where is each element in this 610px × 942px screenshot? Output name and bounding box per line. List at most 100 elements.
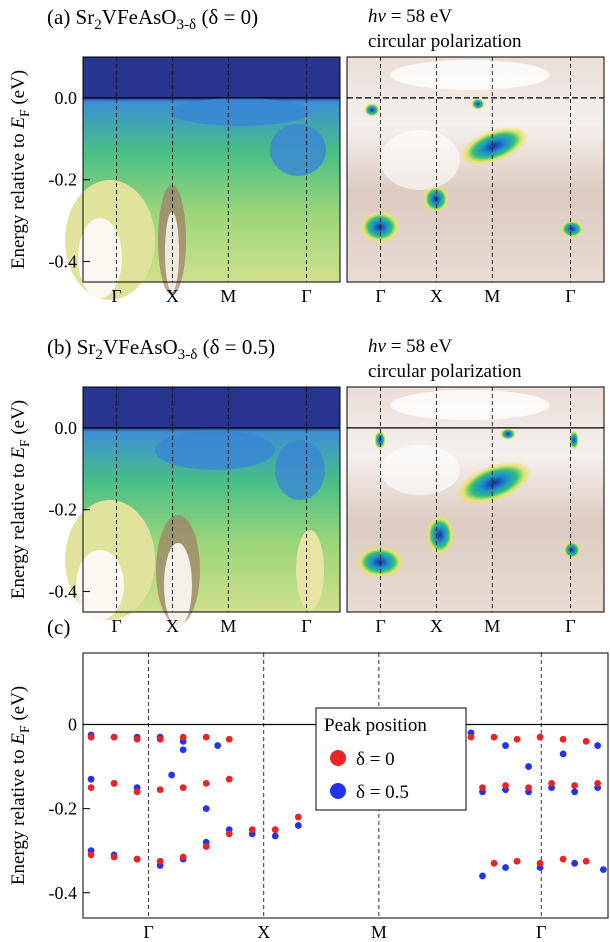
- panel-title: (c): [47, 615, 70, 639]
- y-tick-label: 0.0: [55, 88, 78, 108]
- x-tick-label: Γ: [301, 616, 311, 636]
- peak-point: [582, 857, 590, 865]
- peak-point: [599, 866, 607, 874]
- panel-title-part: (b) Sr: [47, 335, 95, 359]
- arpes-image-b-left: [65, 387, 340, 627]
- image-frame: [346, 56, 605, 283]
- x-tick-label: M: [220, 616, 236, 636]
- peak-point: [479, 784, 486, 792]
- peak-point: [467, 733, 475, 741]
- annotation-part: circular polarization: [368, 31, 522, 52]
- y-tick-label: -0.4: [49, 883, 78, 903]
- panel-title-part: VFeAsO: [103, 335, 178, 359]
- y-axis-label: Energy relative to EF (eV): [8, 70, 32, 269]
- x-tick-label: M: [484, 616, 500, 636]
- peak-point: [179, 853, 187, 861]
- peak-point: [133, 788, 141, 796]
- y-tick-label: 0: [68, 715, 77, 735]
- annotation-part: = 58 eV: [386, 6, 452, 27]
- y-tick-label: -0.4: [49, 582, 78, 602]
- x-tick-label: X: [166, 616, 179, 636]
- peak-point: [225, 775, 233, 783]
- peak-point: [536, 733, 544, 741]
- image-frame: [82, 386, 341, 613]
- annotation: hν = 58 eV: [368, 336, 452, 357]
- peak-point: [594, 779, 602, 787]
- peak-point: [202, 843, 210, 850]
- panel-title-part: (a) Sr: [47, 5, 94, 29]
- peak-point: [110, 733, 118, 741]
- annotation-part: = 58 eV: [386, 336, 452, 357]
- y-axis-label-part: E: [8, 733, 29, 746]
- peak-point: [294, 813, 302, 821]
- x-tick-label: Γ: [143, 922, 153, 942]
- y-axis-label-part: (eV): [8, 686, 29, 726]
- panel-title-part: 2: [95, 347, 103, 363]
- panel-title-part: 3-δ: [176, 17, 196, 33]
- x-tick-label: Γ: [111, 616, 121, 636]
- y-axis-label-part: E: [8, 117, 29, 130]
- peak-point: [168, 771, 176, 779]
- y-axis-label-part: (eV): [8, 70, 29, 110]
- y-axis-label-part: E: [8, 447, 29, 460]
- peak-point: [571, 788, 579, 796]
- peak-point: [271, 832, 279, 840]
- y-axis-label-part: Energy relative to: [8, 129, 29, 270]
- peak-point: [202, 733, 210, 741]
- peak-point: [133, 735, 141, 743]
- x-tick-label: X: [257, 922, 270, 942]
- x-tick-label: Γ: [565, 286, 575, 306]
- x-tick-label: X: [430, 286, 443, 306]
- annotation-part: circular polarization: [368, 361, 522, 382]
- peak-point: [156, 786, 164, 794]
- peak-point: [559, 750, 567, 758]
- y-tick-label: -0.2: [49, 170, 78, 190]
- panel-title: (a) Sr2VFeAsO3-δ (δ = 0): [47, 5, 258, 33]
- x-tick-label: Γ: [536, 922, 546, 942]
- peak-point: [87, 733, 95, 741]
- annotation: hν = 58 eV: [368, 6, 452, 27]
- peak-point: [248, 826, 256, 834]
- peak-point: [513, 857, 521, 865]
- arpes-image-a-right: [347, 57, 604, 282]
- arpes-image-b-right: [347, 387, 604, 612]
- x-tick-label: M: [220, 286, 236, 306]
- peak-point: [513, 735, 521, 743]
- peak-point: [225, 735, 233, 743]
- legend-swatch: [330, 750, 346, 766]
- legend-label: δ = 0: [356, 749, 395, 770]
- y-tick-label: -0.2: [49, 500, 78, 520]
- peak-point: [179, 733, 187, 741]
- x-tick-label: Γ: [565, 616, 575, 636]
- peak-point: [559, 855, 567, 863]
- peak-point: [502, 742, 509, 749]
- peak-point: [525, 763, 532, 770]
- panel-title-part: (δ = 0.5): [197, 335, 275, 359]
- peak-point: [548, 779, 555, 787]
- image-frame: [82, 56, 341, 283]
- panel-title-part: VFeAsO: [102, 5, 177, 29]
- annotation-part: hν: [368, 336, 387, 357]
- peak-point: [202, 805, 210, 813]
- panel-title: (b) Sr2VFeAsO3-δ (δ = 0.5): [47, 335, 275, 363]
- panel-title-part: (δ = 0): [196, 5, 258, 29]
- peak-point: [294, 822, 302, 829]
- peak-point: [110, 853, 118, 861]
- x-tick-label: Γ: [375, 286, 385, 306]
- peak-point: [582, 737, 590, 745]
- peak-point: [110, 779, 118, 787]
- legend-label: δ = 0.5: [356, 782, 409, 803]
- x-tick-label: M: [484, 286, 500, 306]
- y-tick-label: -0.4: [49, 252, 78, 272]
- peak-point: [271, 826, 279, 834]
- peak-point: [502, 864, 509, 871]
- peak-point: [536, 859, 544, 867]
- peak-point: [571, 782, 579, 789]
- peak-point: [490, 859, 498, 867]
- peak-point: [571, 859, 579, 867]
- arpes-image-a-left: [65, 57, 340, 300]
- y-axis-label-part: (eV): [8, 400, 29, 440]
- panel-title-part: 3-δ: [178, 347, 198, 363]
- legend-title: Peak position: [324, 715, 427, 736]
